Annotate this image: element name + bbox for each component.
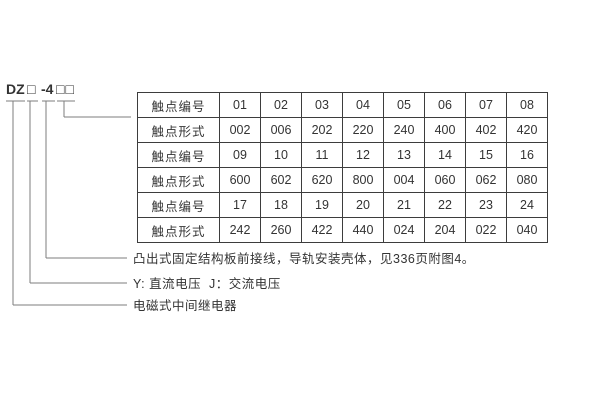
table-cell: 02 xyxy=(260,92,302,118)
row-label: 触点形式 xyxy=(137,217,220,243)
table-cell: 04 xyxy=(342,92,384,118)
table-cell: 422 xyxy=(301,217,343,243)
table-cell: 24 xyxy=(506,192,548,218)
row-label: 触点编号 xyxy=(137,92,220,118)
table-cell: 12 xyxy=(342,142,384,168)
table-cell: 400 xyxy=(424,117,466,143)
table-cell: 220 xyxy=(342,117,384,143)
table-cell: 23 xyxy=(465,192,507,218)
table-cell: 420 xyxy=(506,117,548,143)
table-cell: 602 xyxy=(260,167,302,193)
table-cell: 080 xyxy=(506,167,548,193)
model-code-prefix: DZ xyxy=(6,81,25,97)
table-row: 触点编号 17 18 19 20 21 22 23 24 xyxy=(137,192,548,218)
table-row: 触点编号 09 10 11 12 13 14 15 16 xyxy=(137,142,548,168)
table-cell: 006 xyxy=(260,117,302,143)
table-cell: 01 xyxy=(219,92,261,118)
contact-table-body: 触点编号 01 02 03 04 05 06 07 08 触点形式 002 006 202 220 240 4… xyxy=(137,92,548,243)
table-cell: 17 xyxy=(219,192,261,218)
table-row: 触点形式 242 260 422 440 024 204 022 040 xyxy=(137,217,548,243)
table-cell: 242 xyxy=(219,217,261,243)
table-cell: 204 xyxy=(424,217,466,243)
row-label: 触点形式 xyxy=(137,167,220,193)
table-cell: 060 xyxy=(424,167,466,193)
table-cell: 10 xyxy=(260,142,302,168)
table-cell: 260 xyxy=(260,217,302,243)
table-cell: 19 xyxy=(301,192,343,218)
table-cell: 024 xyxy=(383,217,425,243)
table-cell: 18 xyxy=(260,192,302,218)
table-cell: 22 xyxy=(424,192,466,218)
model-code-placeholder-2: □□ xyxy=(56,81,75,97)
table-cell: 21 xyxy=(383,192,425,218)
table-row: 触点编号 01 02 03 04 05 06 07 08 xyxy=(137,92,548,118)
table-cell: 800 xyxy=(342,167,384,193)
table-cell: 05 xyxy=(383,92,425,118)
annotation-voltage-type: Y: 直流电压 J：交流电压 xyxy=(133,277,281,291)
row-label: 触点编号 xyxy=(137,192,220,218)
annotation-relay-type: 电磁式中间继电器 xyxy=(133,299,238,313)
model-code-dash-number: -4 xyxy=(41,81,54,97)
table-cell: 07 xyxy=(465,92,507,118)
table-cell: 20 xyxy=(342,192,384,218)
table-cell: 09 xyxy=(219,142,261,168)
table-cell: 11 xyxy=(301,142,343,168)
annotation-structure: 凸出式固定结构板前接线，导轨安装壳体，见336页附图4。 xyxy=(133,252,475,266)
table-cell: 240 xyxy=(383,117,425,143)
table-cell: 15 xyxy=(465,142,507,168)
row-label: 触点编号 xyxy=(137,142,220,168)
table-row: 触点形式 600 602 620 800 004 060 062 080 xyxy=(137,167,548,193)
table-cell: 08 xyxy=(506,92,548,118)
table-cell: 16 xyxy=(506,142,548,168)
table-cell: 004 xyxy=(383,167,425,193)
model-code-placeholder-1: □ xyxy=(27,81,36,97)
table-cell: 022 xyxy=(465,217,507,243)
table-cell: 402 xyxy=(465,117,507,143)
table-cell: 600 xyxy=(219,167,261,193)
table-cell: 062 xyxy=(465,167,507,193)
table-cell: 002 xyxy=(219,117,261,143)
table-cell: 03 xyxy=(301,92,343,118)
table-cell: 202 xyxy=(301,117,343,143)
table-cell: 14 xyxy=(424,142,466,168)
table-cell: 440 xyxy=(342,217,384,243)
contact-table: 触点编号 01 02 03 04 05 06 07 08 触点形式 002 006 202 220 240 4… xyxy=(137,92,548,243)
table-cell: 06 xyxy=(424,92,466,118)
table-cell: 620 xyxy=(301,167,343,193)
row-label: 触点形式 xyxy=(137,117,220,143)
table-cell: 13 xyxy=(383,142,425,168)
table-cell: 040 xyxy=(506,217,548,243)
table-row: 触点形式 002 006 202 220 240 400 402 420 xyxy=(137,117,548,143)
